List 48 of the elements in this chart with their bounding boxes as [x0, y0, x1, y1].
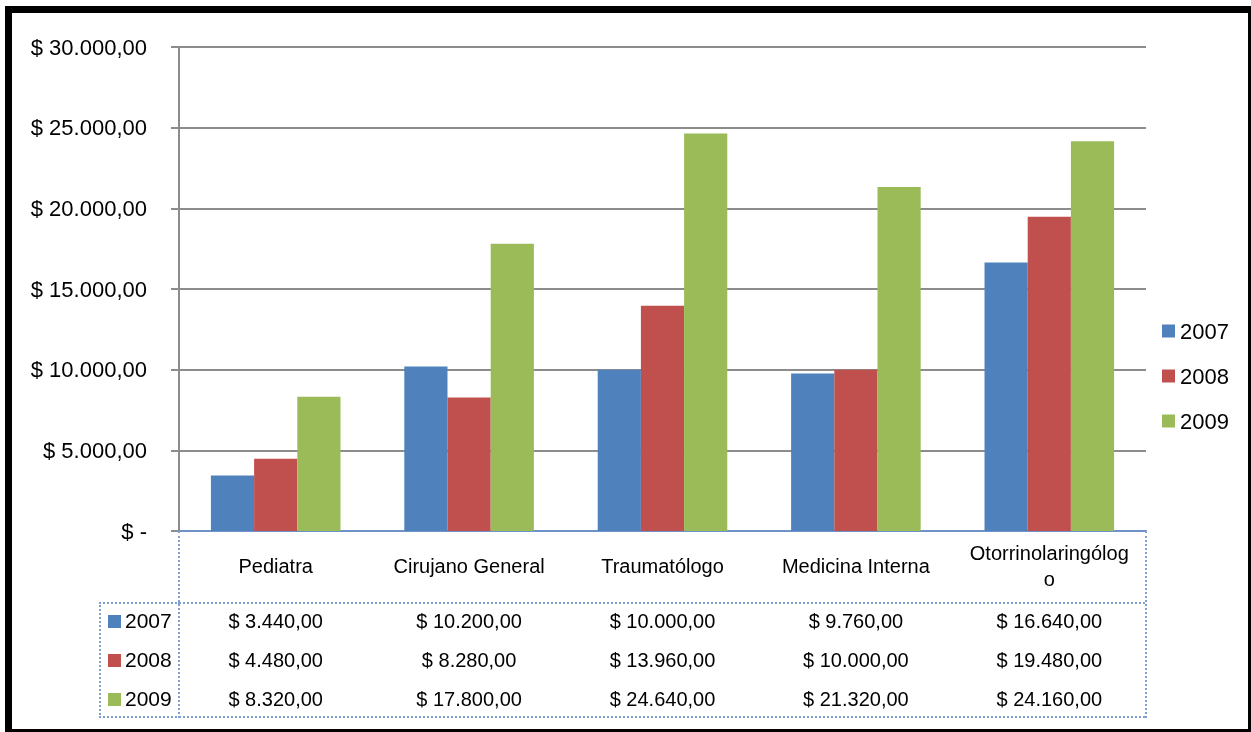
text: 2007: [1180, 318, 1229, 344]
bar: [791, 373, 835, 531]
y-tick-label: $ 10.000,00: [30, 357, 147, 383]
y-tick-label: $ -: [121, 518, 147, 544]
data-label: $ 9.760,00: [807, 609, 905, 634]
bar: [490, 243, 534, 531]
y-tick-label: $ 15.000,00: [30, 276, 147, 302]
data-label: $ 10.200,00: [415, 609, 523, 634]
bar: [254, 458, 298, 531]
y-tick-label: $ 20.000,00: [30, 195, 147, 221]
bar: [834, 369, 878, 531]
x-tick-label: Pediatra: [238, 555, 314, 577]
x-tick-label: Medicina Interna: [781, 555, 931, 577]
data-label: $ 21.320,00: [802, 686, 910, 711]
y-tick-label: $ 25.000,00: [30, 115, 147, 141]
legend-label: 2008: [1180, 363, 1229, 389]
data-label: $ 3.440,00: [227, 609, 324, 634]
bar: [447, 397, 491, 531]
bar: [404, 366, 448, 531]
bar: [640, 305, 685, 531]
x-tick-label: Traumatólogo: [601, 555, 724, 577]
data-label: $ 8.280,00: [420, 648, 518, 672]
text: 2008: [125, 648, 172, 671]
bar: [1027, 216, 1071, 531]
data-label: $ 24.160,00: [995, 686, 1104, 711]
legend-label: 2009: [1180, 408, 1229, 434]
data-label: $ 10.000,00: [802, 648, 910, 672]
bar: [210, 475, 255, 531]
bar: [684, 133, 728, 531]
bar: [1070, 141, 1115, 531]
y-tick-label: $ 5.000,00: [43, 437, 147, 463]
data-label: $ 19.480,00: [995, 648, 1104, 672]
x-tick-label: Otorrinolaringólogo: [969, 542, 1129, 590]
bar: [297, 396, 341, 531]
data-label: $ 24.640,00: [608, 686, 717, 711]
bar: [597, 369, 641, 531]
text: 2009: [125, 686, 172, 710]
data-label: $ 8.320,00: [227, 686, 324, 711]
data-label: $ 4.480,00: [227, 648, 324, 672]
data-label: $ 16.640,00: [995, 609, 1104, 634]
bar: [877, 187, 921, 531]
legend-label: 2007: [125, 609, 172, 634]
data-label: $ 13.960,00: [608, 648, 717, 672]
y-tick-label: $ 30.000,00: [30, 34, 147, 60]
data-label: $ 17.800,00: [415, 686, 523, 711]
bar: [984, 262, 1028, 531]
data-label: $ 10.000,00: [608, 609, 717, 634]
x-tick-label: Cirujano General: [393, 555, 545, 577]
